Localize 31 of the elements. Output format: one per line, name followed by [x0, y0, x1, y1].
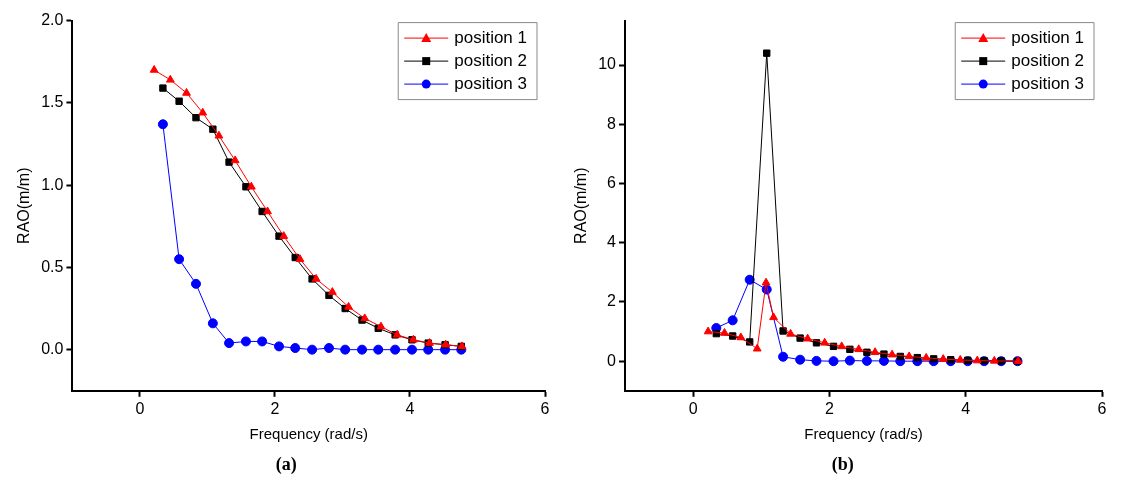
y-tick-label: 2.0 [41, 11, 64, 29]
y-tick-label: 10 [597, 55, 616, 73]
x-tick-label: 2 [824, 399, 834, 417]
x-tick-label: 4 [961, 399, 971, 417]
y-tick-label: 2 [606, 292, 616, 310]
legend-label: position 2 [1010, 50, 1084, 70]
legend-label: position 1 [454, 27, 528, 47]
y-tick-label: 4 [606, 233, 616, 251]
legend-label: position 1 [1010, 27, 1084, 47]
legend-label: position 2 [454, 50, 528, 70]
x-tick-label: 0 [135, 399, 145, 417]
y-tick-label: 1.0 [41, 175, 64, 193]
x-tick-label: 6 [540, 399, 550, 417]
x-tick-label: 0 [688, 399, 698, 417]
y-axis-title: RAO(m/m) [571, 167, 589, 244]
y-tick-label: 0 [606, 351, 616, 369]
y-tick-label: 1.5 [41, 93, 64, 111]
y-axis-title: RAO(m/m) [15, 167, 33, 244]
x-tick-label: 2 [270, 399, 280, 417]
x-axis-title: Frequency (rad/s) [804, 425, 923, 443]
y-tick-label: 0.5 [41, 257, 64, 275]
x-tick-label: 6 [1097, 399, 1107, 417]
y-tick-label: 8 [606, 114, 616, 132]
legend-label: position 3 [454, 73, 528, 93]
x-tick-label: 4 [405, 399, 415, 417]
text: (a) [275, 454, 297, 475]
y-tick-label: 0.0 [41, 340, 64, 358]
x-axis-title: Frequency (rad/s) [249, 425, 369, 443]
y-tick-label: 6 [606, 173, 616, 191]
legend-label: position 3 [1010, 73, 1084, 93]
text: (b) [831, 454, 854, 475]
